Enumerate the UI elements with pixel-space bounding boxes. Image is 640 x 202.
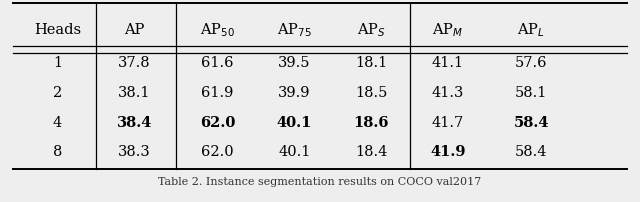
Text: 61.9: 61.9 <box>202 86 234 100</box>
Text: 40.1: 40.1 <box>276 116 312 129</box>
Text: 40.1: 40.1 <box>278 145 310 159</box>
Text: 38.3: 38.3 <box>118 145 151 159</box>
Text: 18.4: 18.4 <box>355 145 387 159</box>
Text: 18.5: 18.5 <box>355 86 387 100</box>
Text: 58.4: 58.4 <box>515 145 547 159</box>
Text: 57.6: 57.6 <box>515 56 547 70</box>
Text: 61.6: 61.6 <box>202 56 234 70</box>
Text: 41.3: 41.3 <box>432 86 464 100</box>
Text: 2: 2 <box>53 86 62 100</box>
Text: 41.7: 41.7 <box>432 116 464 129</box>
Text: 62.0: 62.0 <box>202 145 234 159</box>
Text: 58.4: 58.4 <box>513 116 549 129</box>
Text: AP: AP <box>124 23 145 37</box>
Text: 18.1: 18.1 <box>355 56 387 70</box>
Text: 41.1: 41.1 <box>432 56 464 70</box>
Text: 37.8: 37.8 <box>118 56 150 70</box>
Text: AP$_{M}$: AP$_{M}$ <box>433 21 463 39</box>
Text: 4: 4 <box>53 116 62 129</box>
Text: AP$_{50}$: AP$_{50}$ <box>200 21 235 39</box>
Text: 39.5: 39.5 <box>278 56 310 70</box>
Text: 58.1: 58.1 <box>515 86 547 100</box>
Text: AP$_{75}$: AP$_{75}$ <box>277 21 312 39</box>
Text: Table 2. Instance segmentation results on COCO val2017: Table 2. Instance segmentation results o… <box>158 177 482 187</box>
Text: 38.1: 38.1 <box>118 86 150 100</box>
Text: 62.0: 62.0 <box>200 116 236 129</box>
Text: Heads: Heads <box>34 23 81 37</box>
Text: 38.4: 38.4 <box>116 116 152 129</box>
Text: 18.6: 18.6 <box>353 116 389 129</box>
Text: AP$_{S}$: AP$_{S}$ <box>356 21 386 39</box>
Text: 41.9: 41.9 <box>430 145 466 159</box>
Text: 1: 1 <box>53 56 62 70</box>
Text: AP$_{L}$: AP$_{L}$ <box>517 21 545 39</box>
Text: 39.9: 39.9 <box>278 86 310 100</box>
Text: 8: 8 <box>53 145 62 159</box>
